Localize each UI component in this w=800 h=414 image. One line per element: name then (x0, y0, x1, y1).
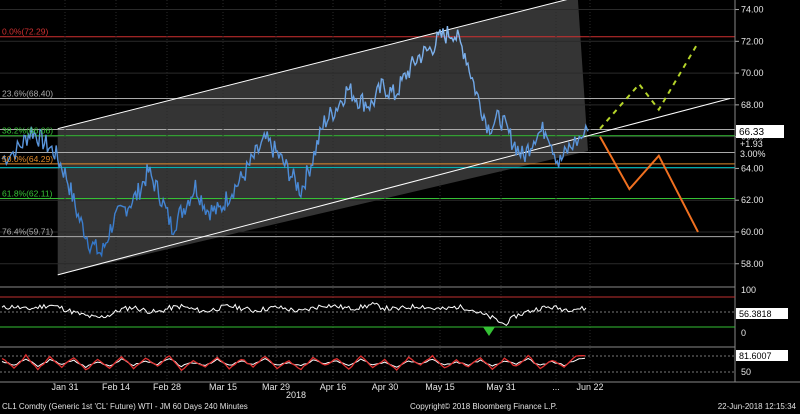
time-tick-label: Apr 16 (320, 382, 347, 392)
momentum-line (1, 301, 587, 327)
main-price-panel: 0.0%(72.29) 23.6%(68.40) 38.2%(66.06) 50.0%… (0, 0, 735, 382)
time-tick-label: Feb 14 (102, 382, 130, 392)
time-tick-label: May 15 (425, 382, 455, 392)
vertical-gridlines (64, 0, 591, 382)
channel-fill (57, 0, 588, 275)
fib-level-label: 38.2%(66.06) (2, 126, 53, 136)
time-axis: Jan 31 Feb 14 Feb 28 Mar 15 Mar 29 Apr 16 Apr … (51, 382, 603, 392)
fibonacci-labels: 0.0%(72.29) 23.6%(68.40) 38.2%(66.06) 50.0%… (2, 27, 53, 237)
momentum-dip-fill (483, 327, 495, 336)
price-tick-label: 64.00 (741, 163, 764, 173)
indicator-1-value: 56.3818 (739, 309, 772, 319)
fib-level-label: 0.0%(72.29) (2, 27, 48, 37)
price-tick-label: 70.00 (741, 68, 764, 78)
channel-lower-line (57, 98, 731, 276)
time-tick-label: Jun 22 (576, 382, 603, 392)
year-label: 2018 (286, 390, 306, 400)
footer-center: Copyright© 2018 Bloomberg Finance L.P. (410, 402, 558, 411)
fib-level-label: 76.4%(59.71) (2, 227, 53, 237)
price-tick-label: 72.00 (741, 36, 764, 46)
time-tick-label: ... (552, 382, 560, 392)
time-tick-label: Mar 29 (262, 382, 290, 392)
price-series-line (1, 26, 589, 258)
footer-left: CL1 Comdty (Generic 1st 'CL' Future) WTI… (2, 402, 248, 411)
price-tick-label: 60.00 (741, 227, 764, 237)
indicator-2-value: 81.6007 (739, 351, 772, 361)
last-price-box: 66.33 +1.93 3.00% (736, 125, 784, 159)
price-tick-label: 62.00 (741, 195, 764, 205)
indicator-1-tick-label: 100 (741, 285, 756, 295)
time-tick-label: Feb 28 (153, 382, 181, 392)
price-tick-label: 74.00 (741, 5, 764, 15)
projection-paths (599, 42, 699, 233)
fib-level-label: 50.0%(64.29) (2, 154, 53, 164)
time-tick-label: Apr 30 (372, 382, 399, 392)
price-gridlines (0, 9, 735, 265)
time-tick-label: May 31 (486, 382, 516, 392)
fibonacci-levels (0, 36, 735, 238)
indicator-2-tick-label: 50 (741, 367, 751, 377)
time-tick-label: Jan 31 (51, 382, 78, 392)
last-price-label: 66.33 (739, 127, 764, 138)
projection-line (599, 136, 699, 233)
indicator-2-axis: 50 (741, 367, 751, 377)
indicator-1-tick-label: 0 (741, 328, 746, 338)
price-tick-label: 58.00 (741, 259, 764, 269)
oscillator-main-line (1, 353, 586, 372)
time-tick-label: Mar 15 (209, 382, 237, 392)
indicator-panel-1: 100500 56.3818 (0, 285, 788, 338)
footer-right: 22-Jun-2018 12:15:34 (717, 402, 796, 411)
change-pct-label: 3.00% (740, 149, 766, 159)
change-label: +1.93 (740, 139, 763, 149)
projection-line (599, 42, 699, 130)
fib-level-label: 23.6%(68.40) (2, 89, 53, 99)
channel-upper-line (57, 0, 568, 130)
indicator-panel-2: 50 81.6007 (0, 346, 788, 377)
fib-level-label: 61.8%(62.11) (2, 188, 53, 198)
price-tick-label: 68.00 (741, 100, 764, 110)
